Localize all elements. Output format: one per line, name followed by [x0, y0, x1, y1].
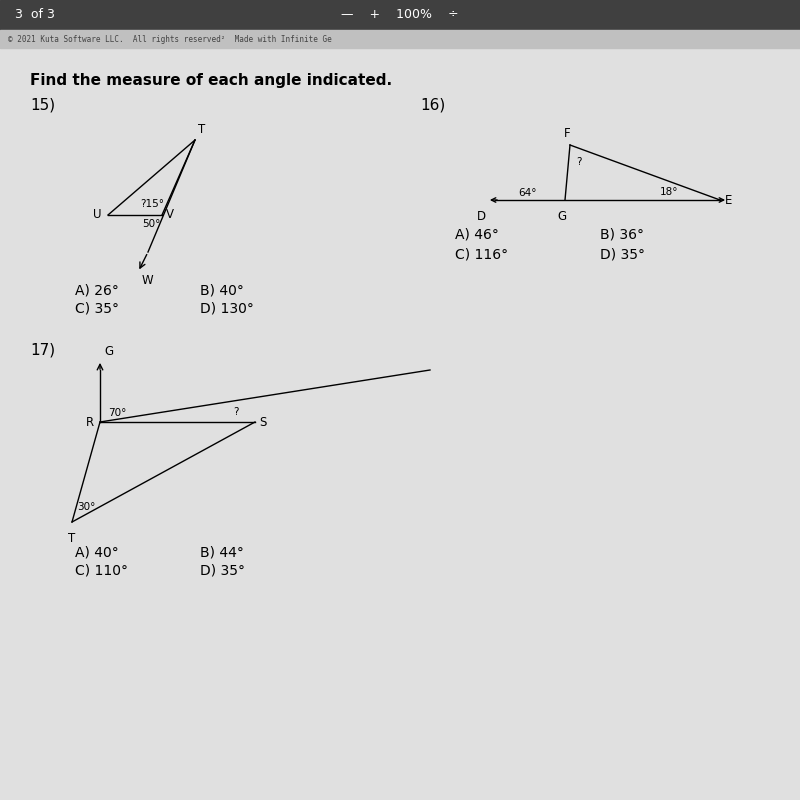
Text: E: E [725, 194, 732, 206]
Text: F: F [564, 127, 570, 140]
Text: G: G [558, 210, 566, 223]
Text: 18°: 18° [660, 187, 678, 197]
Text: A) 40°: A) 40° [75, 545, 118, 559]
Text: A) 26°: A) 26° [75, 283, 119, 297]
Text: C) 116°: C) 116° [455, 247, 508, 261]
Text: ?: ? [234, 407, 239, 417]
Text: C) 110°: C) 110° [75, 564, 128, 578]
Text: 70°: 70° [108, 408, 126, 418]
Text: ?15°: ?15° [140, 199, 164, 209]
Bar [0, 30, 800, 48]
Text: 64°: 64° [518, 188, 537, 198]
Text: —    +    100%    ÷: — + 100% ÷ [341, 9, 459, 22]
Text: 50°: 50° [142, 219, 160, 229]
Text: © 2021 Kuta Software LLC.  All rights reserved²  Made with Infinite Ge: © 2021 Kuta Software LLC. All rights res… [8, 34, 332, 43]
Text: T: T [68, 532, 76, 545]
Text: 15): 15) [30, 98, 55, 113]
Text: G: G [104, 345, 113, 358]
Text: D: D [477, 210, 486, 223]
Text: A) 46°: A) 46° [455, 228, 499, 242]
Text: 30°: 30° [77, 502, 95, 512]
Text: U: U [94, 209, 102, 222]
Text: Find the measure of each angle indicated.: Find the measure of each angle indicated… [30, 73, 392, 87]
Text: D) 130°: D) 130° [200, 302, 254, 316]
Text: B) 44°: B) 44° [200, 545, 244, 559]
Text: 17): 17) [30, 342, 55, 358]
Text: 3  of 3: 3 of 3 [15, 9, 55, 22]
Text: W: W [142, 274, 154, 287]
Text: S: S [259, 415, 266, 429]
Text: D) 35°: D) 35° [200, 564, 245, 578]
Text: B) 36°: B) 36° [600, 228, 644, 242]
Text: V: V [166, 209, 174, 222]
Text: T: T [198, 123, 206, 136]
Text: R: R [86, 415, 94, 429]
Text: B) 40°: B) 40° [200, 283, 244, 297]
Text: ?: ? [576, 157, 582, 167]
Text: C) 35°: C) 35° [75, 302, 119, 316]
Text: D) 35°: D) 35° [600, 247, 645, 261]
Text: 16): 16) [420, 98, 446, 113]
Bar [0, 0, 800, 30]
